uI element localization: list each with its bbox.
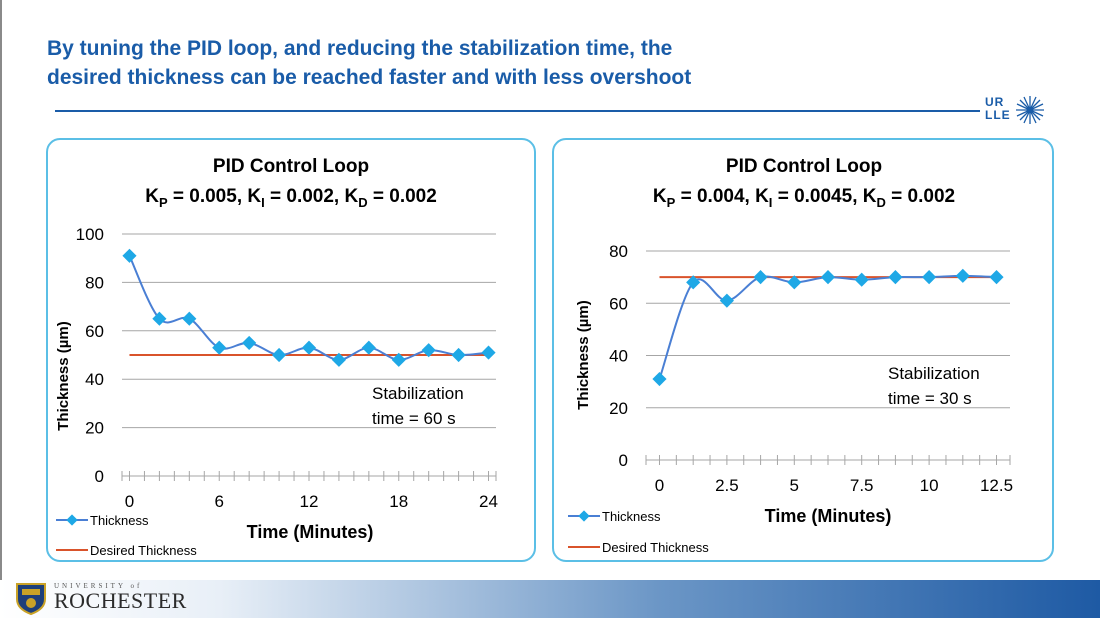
chart-right-xlabel: Time (Minutes): [765, 506, 892, 526]
chart-left-xtick-label: 0: [125, 492, 134, 511]
chart-right-xtick-label: 12.5: [980, 476, 1013, 495]
chart-right-kd: 0.002: [908, 186, 956, 207]
chart-right-title: PID Control Loop: [726, 156, 882, 177]
ur-lle-logo: UR LLE: [982, 94, 1052, 130]
chart-left-annotation-line1: Stabilization: [372, 384, 464, 403]
logo-text-ur: UR: [985, 95, 1005, 109]
chart-left-thickness-point: [272, 347, 287, 363]
chart-right-gains: KP = 0.004, KI = 0.0045, KD = 0.002: [653, 186, 955, 210]
chart-right-annotation-line1: Stabilization: [888, 364, 980, 383]
footer-university-small: UNIVERSITY of: [54, 582, 143, 590]
slide-title-line1: By tuning the PID loop, and reducing the…: [47, 37, 673, 60]
slide-title: By tuning the PID loop, and reducing the…: [47, 34, 867, 92]
chart-right-svg: PID Control Loop KP = 0.004, KI = 0.0045…: [568, 156, 1013, 555]
ur-lle-logo-text: UR LLE: [985, 96, 1011, 122]
chart-left-thickness-point: [421, 343, 436, 358]
chart-left-xtick-label: 24: [479, 492, 498, 511]
chart-left-gains: KP = 0.005, KI = 0.002, KD = 0.002: [145, 186, 437, 210]
legend-thickness-label: Thickness: [602, 509, 661, 524]
starburst-icon: [1016, 96, 1044, 124]
chart-left-thickness-point: [481, 345, 496, 360]
chart-right-xtick-label: 0: [655, 476, 664, 495]
chart-left-svg: PID Control Loop KP = 0.005, KI = 0.002,…: [55, 156, 498, 558]
chart-left-thickness-point: [361, 340, 376, 355]
chart-left-xtick-label: 6: [215, 492, 224, 511]
chart-left-kd: 0.002: [389, 186, 437, 207]
chart-left-ytick-label: 20: [85, 419, 104, 438]
chart-panel-left: PID Control Loop KP = 0.005, KI = 0.002,…: [46, 138, 536, 562]
chart-right-plot: 0 20 40 60 80 0 2.5 5 7.5 10 12.5: [609, 242, 1013, 495]
chart-right-legend: Thickness Desired Thickness: [568, 509, 709, 555]
chart-left-ytick-label: 0: [95, 467, 104, 486]
chart-left-xtick-label: 12: [300, 492, 319, 511]
chart-left-thickness-point: [451, 347, 466, 363]
chart-right-thickness-point: [753, 270, 768, 285]
chart-right-kp: 0.004: [697, 186, 745, 207]
chart-right-ytick-label: 0: [619, 451, 628, 470]
slide-title-line2: desired thickness can be reached faster …: [47, 66, 692, 89]
chart-left-thickness-point: [331, 352, 346, 367]
chart-left-xlabel: Time (Minutes): [247, 522, 374, 542]
chart-left-title: PID Control Loop: [213, 156, 369, 177]
chart-left-thickness-point: [182, 311, 197, 326]
chart-left-thickness-point: [301, 340, 317, 355]
footer-band: [0, 580, 1100, 618]
legend-thickness-marker: [66, 514, 78, 526]
chart-right-xtick-label: 10: [920, 476, 939, 495]
chart-left-annotation-line2: time = 60 s: [372, 409, 456, 428]
chart-left-ki: 0.002: [286, 186, 334, 207]
chart-left-ytick-label: 60: [85, 322, 104, 341]
chart-panel-right: PID Control Loop KP = 0.004, KI = 0.0045…: [552, 138, 1054, 562]
legend-desired-label: Desired Thickness: [90, 543, 197, 558]
university-logo: UNIVERSITY of ROCHESTER: [14, 581, 204, 617]
chart-right-thickness-point: [686, 275, 701, 290]
chart-right-ytick-label: 40: [609, 347, 628, 366]
chart-right-thickness-point: [652, 371, 667, 387]
legend-thickness-label: Thickness: [90, 513, 149, 528]
chart-left-kp: 0.005: [189, 186, 237, 207]
shield-icon: [16, 583, 46, 615]
chart-right-thickness-point: [922, 270, 937, 285]
chart-left-xtick-label: 18: [389, 492, 408, 511]
chart-right-ytick-label: 20: [609, 399, 628, 418]
chart-left-legend: Thickness Desired Thickness: [56, 513, 197, 558]
chart-right-thickness-point: [854, 272, 869, 287]
chart-right-thickness-point: [787, 275, 802, 290]
slide-edge-rule: [0, 0, 2, 618]
chart-left-thickness-point: [391, 352, 406, 367]
chart-right-ytick-label: 80: [609, 242, 628, 261]
chart-right-ytick-label: 60: [609, 294, 628, 313]
legend-desired-label: Desired Thickness: [602, 540, 709, 555]
chart-right-thickness-point: [989, 270, 1004, 285]
footer-university-name: ROCHESTER: [54, 588, 187, 613]
chart-right-ki: 0.0045: [794, 186, 853, 207]
chart-right-thickness-point: [820, 270, 836, 285]
chart-right-xtick-label: 2.5: [715, 476, 739, 495]
logo-text-lle: LLE: [985, 108, 1011, 122]
chart-left-thickness-point: [122, 248, 137, 263]
chart-left-thickness-point: [152, 311, 167, 326]
chart-right-annotation-line2: time = 30 s: [888, 389, 972, 408]
chart-right-thickness-point: [955, 268, 970, 283]
chart-right-xtick-label: 5: [790, 476, 799, 495]
chart-right-thickness-point: [719, 293, 734, 308]
chart-right-thickness-point: [888, 270, 903, 285]
chart-left-ytick-label: 100: [76, 225, 104, 244]
chart-right-ylabel: Thickness (µm): [575, 300, 592, 410]
chart-left-plot: 0 20 40 60 80 100 0 6 12 18 24: [76, 225, 498, 511]
chart-left-ylabel: Thickness (µm): [55, 321, 72, 431]
title-divider: [55, 110, 980, 112]
legend-thickness-marker: [578, 510, 590, 522]
chart-left-thickness-point: [212, 340, 227, 355]
chart-left-ytick-label: 80: [85, 273, 104, 292]
chart-left-thickness-point: [242, 335, 257, 350]
chart-left-ytick-label: 40: [85, 370, 104, 389]
chart-right-xtick-label: 7.5: [850, 476, 874, 495]
